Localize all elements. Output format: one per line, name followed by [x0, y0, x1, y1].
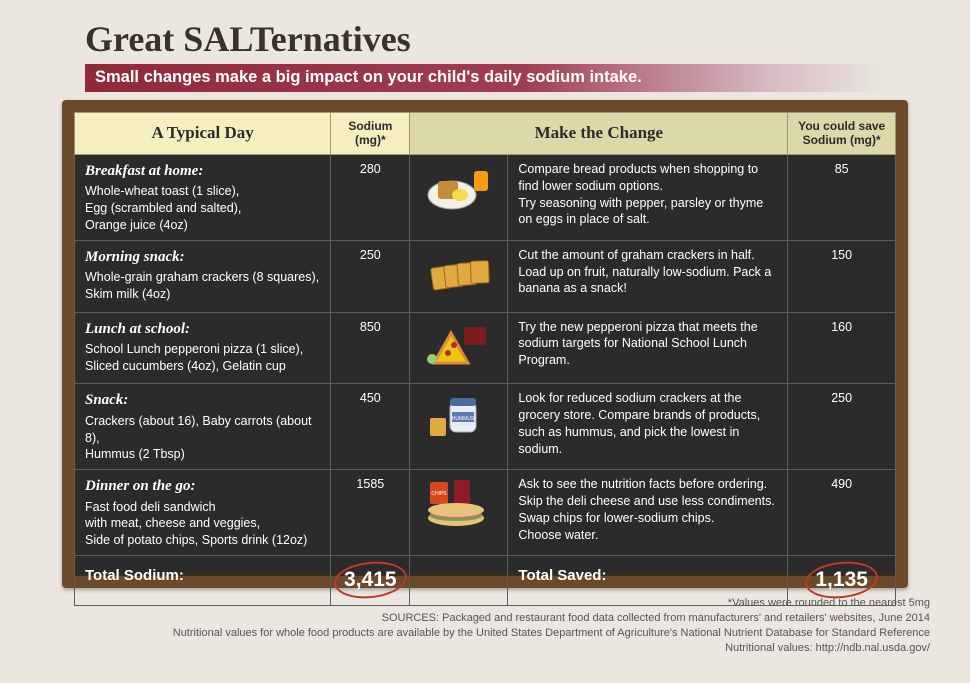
sodium-value: 250	[331, 240, 410, 312]
meal-desc: Whole-wheat toast (1 slice),Egg (scrambl…	[85, 184, 241, 232]
meal-name: Snack:	[85, 390, 320, 410]
meal-name: Morning snack:	[85, 247, 320, 267]
meal-name: Dinner on the go:	[85, 476, 320, 496]
table-row: Breakfast at home: Whole-wheat toast (1 …	[75, 154, 896, 240]
meal-name: Breakfast at home:	[85, 161, 320, 181]
col-sodium: Sodium (mg)*	[331, 113, 410, 155]
sodium-value: 450	[331, 384, 410, 470]
svg-text:HUMMUS: HUMMUS	[452, 416, 475, 422]
col-save: You could save Sodium (mg)*	[788, 113, 896, 155]
food-icon: CHIPS	[410, 470, 508, 556]
meal-desc: School Lunch pepperoni pizza (1 slice),S…	[85, 342, 303, 373]
meal-cell: Breakfast at home: Whole-wheat toast (1 …	[75, 154, 331, 240]
table-header: A Typical Day Sodium (mg)* Make the Chan…	[75, 113, 896, 155]
save-value: 250	[788, 384, 896, 470]
meal-desc: Whole-grain graham crackers (8 squares),…	[85, 270, 319, 301]
meal-cell: Dinner on the go: Fast food deli sandwic…	[75, 470, 331, 556]
tip-cell: Ask to see the nutrition facts before or…	[508, 470, 788, 556]
food-icon	[410, 154, 508, 240]
table-row: Snack: Crackers (about 16), Baby carrots…	[75, 384, 896, 470]
tip-cell: Compare bread products when shopping to …	[508, 154, 788, 240]
table-row: Dinner on the go: Fast food deli sandwic…	[75, 470, 896, 556]
tip-cell: Look for reduced sodium crackers at the …	[508, 384, 788, 470]
table-row: Lunch at school: School Lunch pepperoni …	[75, 312, 896, 384]
page-title: Great SALTernatives	[85, 18, 411, 60]
footnotes: *Values were rounded to the nearest 5mgS…	[70, 596, 930, 655]
sodium-value: 280	[331, 154, 410, 240]
sodium-value: 850	[331, 312, 410, 384]
tip-cell: Try the new pepperoni pizza that meets t…	[508, 312, 788, 384]
col-typical-day: A Typical Day	[75, 113, 331, 155]
col-make-change: Make the Change	[410, 113, 788, 155]
save-value: 160	[788, 312, 896, 384]
meal-desc: Crackers (about 16), Baby carrots (about…	[85, 414, 312, 462]
food-icon	[410, 312, 508, 384]
footnote-line: Nutritional values for whole food produc…	[70, 626, 930, 641]
subtitle: Small changes make a big impact on your …	[85, 64, 885, 92]
meal-cell: Snack: Crackers (about 16), Baby carrots…	[75, 384, 331, 470]
meal-desc: Fast food deli sandwichwith meat, cheese…	[85, 500, 307, 548]
svg-text:CHIPS: CHIPS	[431, 491, 447, 497]
sodium-value: 1585	[331, 470, 410, 556]
table-row: Morning snack: Whole-grain graham cracke…	[75, 240, 896, 312]
footnote-line: Nutritional values: http://ndb.nal.usda.…	[70, 641, 930, 656]
food-icon: HUMMUS	[410, 384, 508, 470]
sodium-table: A Typical Day Sodium (mg)* Make the Chan…	[74, 112, 896, 606]
chalkboard: A Typical Day Sodium (mg)* Make the Chan…	[62, 100, 908, 588]
food-icon	[410, 240, 508, 312]
meal-cell: Morning snack: Whole-grain graham cracke…	[75, 240, 331, 312]
save-value: 85	[788, 154, 896, 240]
save-value: 490	[788, 470, 896, 556]
tip-cell: Cut the amount of graham crackers in hal…	[508, 240, 788, 312]
footnote-line: *Values were rounded to the nearest 5mg	[70, 596, 930, 611]
footnote-line: SOURCES: Packaged and restaurant food da…	[70, 611, 930, 626]
save-value: 150	[788, 240, 896, 312]
meal-name: Lunch at school:	[85, 319, 320, 339]
meal-cell: Lunch at school: School Lunch pepperoni …	[75, 312, 331, 384]
